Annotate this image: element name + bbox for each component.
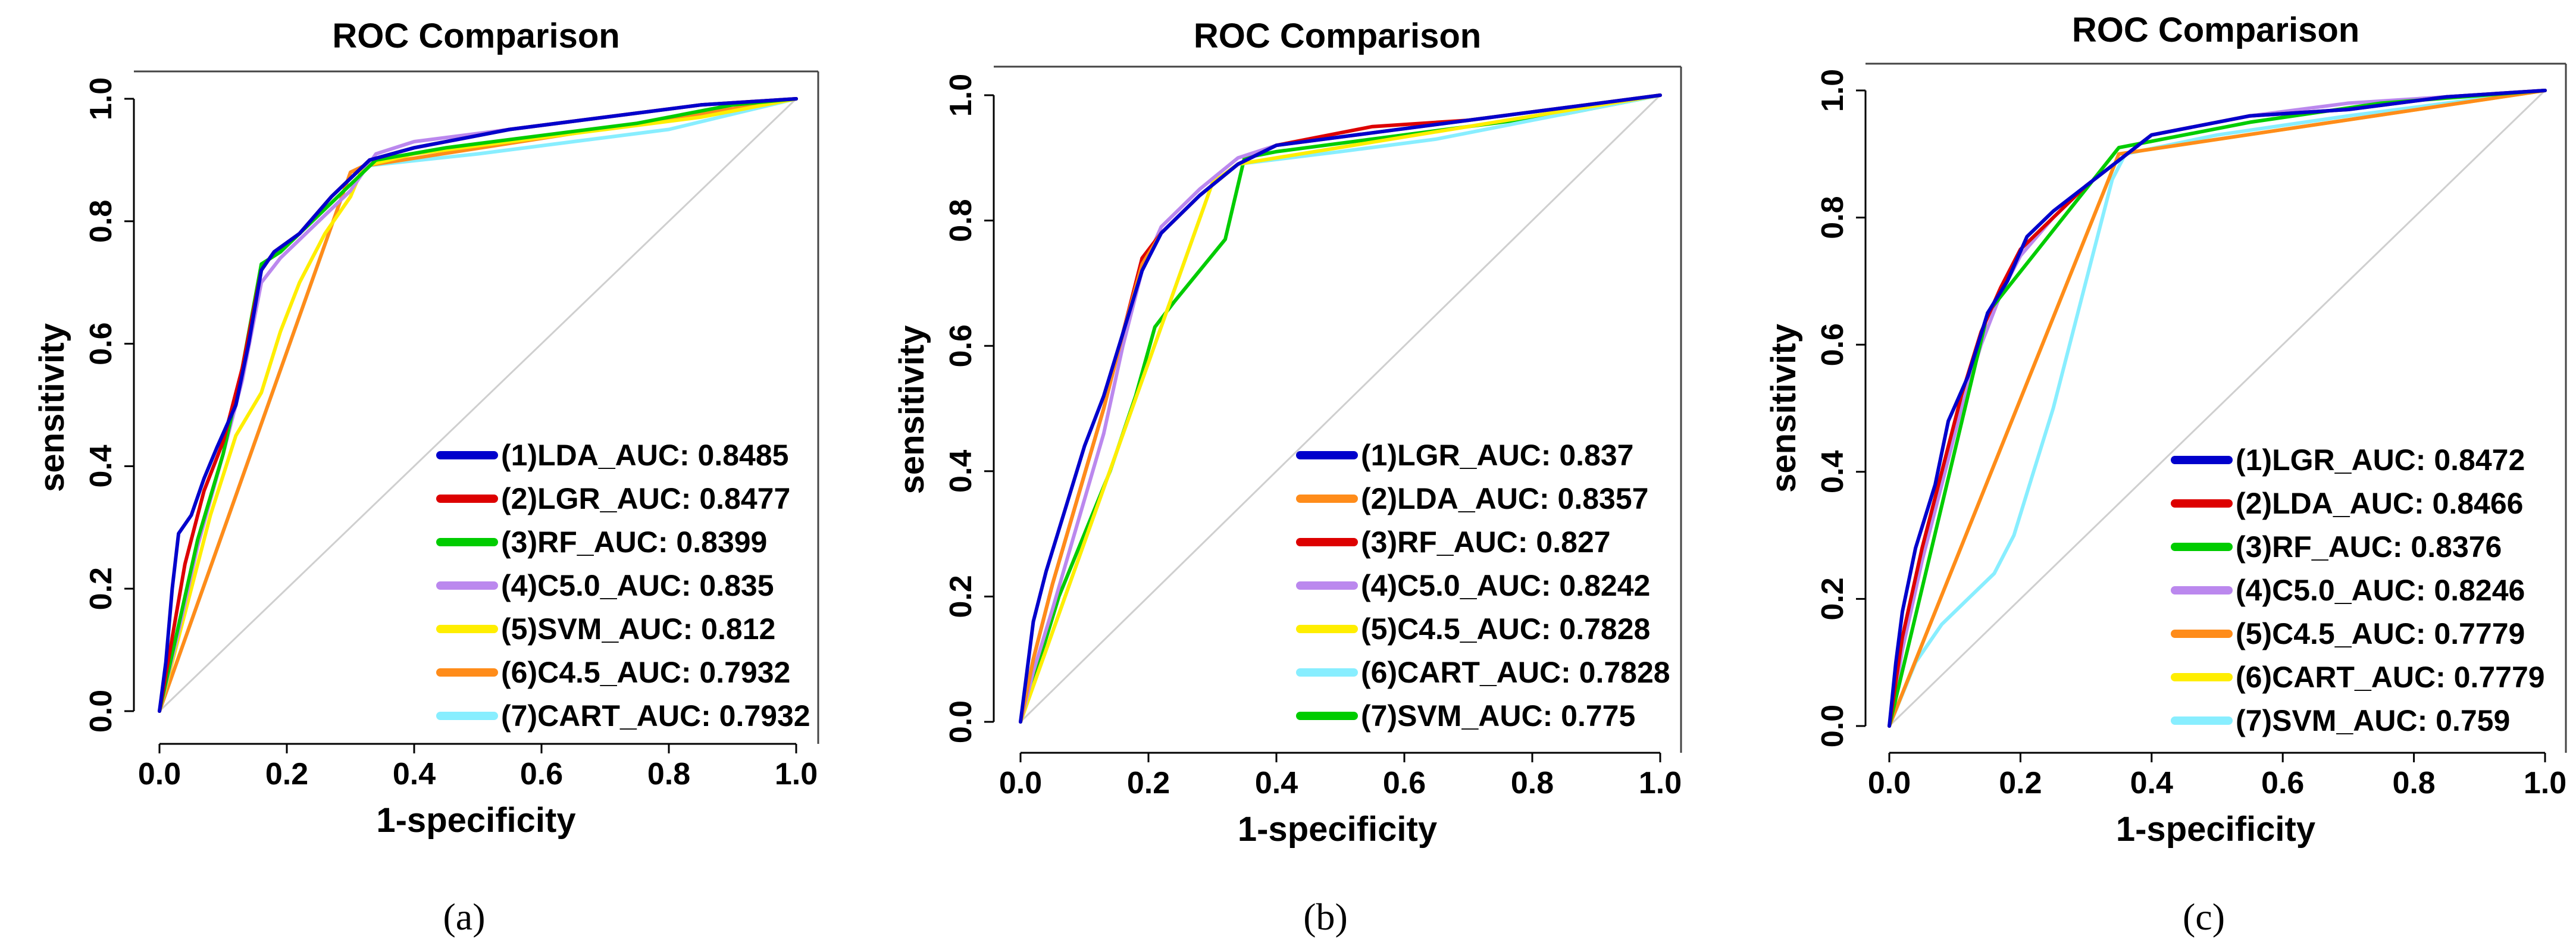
y-axis-title: sensitivity [1764, 324, 1803, 493]
y-tick-label: 0.2 [84, 567, 118, 610]
y-tick-label: 0.6 [84, 322, 118, 365]
x-tick-label: 0.8 [1511, 766, 1554, 800]
legend-label-3: (3)RF_AUC: 0.8399 [501, 525, 767, 559]
x-tick-label: 1.0 [1639, 766, 1682, 800]
roc-curve-5 [158, 97, 798, 713]
legend-label-2: (2)LGR_AUC: 0.8477 [501, 482, 790, 515]
x-tick-label: 0.8 [647, 757, 690, 791]
chart-panel-1: 0.0 0.2 0.4 0.6 0.8 1.0 0.0 0.2 0.4 0.6 0.8 1.0 ROC … [33, 17, 819, 938]
x-tick-label: 0.6 [2261, 766, 2304, 800]
diagonal-reference-line [1019, 94, 1661, 723]
y-tick-label: 0.2 [944, 575, 978, 618]
legend-label-2: (2)LDA_AUC: 0.8357 [1361, 482, 1648, 515]
roc-curve-7 [1888, 89, 2547, 728]
x-tick-label: 0.8 [2392, 766, 2435, 800]
legend-label-4: (4)C5.0_AUC: 0.835 [501, 569, 774, 602]
legend: (1)LDA_AUC: 0.8485 (2)LGR_AUC: 0.8477 (3)R… [436, 439, 810, 733]
y-tick-label: 1.0 [1816, 69, 1850, 112]
legend-label-6: (6)CART_AUC: 0.7779 [2236, 661, 2545, 694]
x-tick-label: 0.4 [2130, 766, 2173, 800]
y-tick-label: 0.8 [944, 199, 978, 242]
legend-label-7: (7)SVM_AUC: 0.759 [2236, 704, 2510, 737]
x-tick-label: 0.0 [999, 766, 1042, 800]
y-tick-label: 0.4 [1816, 450, 1850, 493]
chart-title: ROC Comparison [332, 17, 619, 55]
panel-label: (a) [443, 896, 485, 938]
y-tick-label: 0.0 [84, 690, 118, 733]
y-tick-label: 0.0 [944, 700, 978, 743]
chart-panel-2: 0.0 0.2 0.4 0.6 0.8 1.0 0.0 0.2 0.4 0.6 0.8 1.0 ROC … [893, 17, 1682, 938]
roc-curve-1 [158, 97, 798, 713]
x-tick-label: 0.4 [1255, 766, 1298, 800]
legend-label-2: (2)LDA_AUC: 0.8466 [2236, 487, 2523, 520]
x-tick-label: 0.2 [1999, 766, 2042, 800]
x-tick-label: 1.0 [775, 757, 818, 791]
x-tick-label: 0.6 [520, 757, 563, 791]
y-tick-label: 0.8 [1816, 196, 1850, 239]
x-axis-title: 1-specificity [1238, 810, 1437, 849]
legend-label-7: (7)SVM_AUC: 0.775 [1361, 699, 1635, 733]
x-axis-title: 1-specificity [2116, 810, 2315, 849]
x-axis-title: 1-specificity [376, 801, 575, 840]
legend-label-1: (1)LGR_AUC: 0.8472 [2236, 443, 2525, 477]
legend-label-3: (3)RF_AUC: 0.8376 [2236, 530, 2502, 564]
roc-curve-1 [1888, 89, 2547, 728]
y-tick-label: 1.0 [944, 74, 978, 117]
legend-label-7: (7)CART_AUC: 0.7932 [501, 699, 810, 733]
x-tick-label: 0.6 [1383, 766, 1426, 800]
roc-curve-5 [1888, 89, 2547, 728]
legend-label-3: (3)RF_AUC: 0.827 [1361, 525, 1611, 559]
roc-curve-1 [1019, 93, 1662, 724]
legend: (1)LGR_AUC: 0.8472 (2)LDA_AUC: 0.8466 (3)R… [2171, 443, 2545, 737]
legend-label-5: (5)C4.5_AUC: 0.7779 [2236, 617, 2525, 650]
chart-title: ROC Comparison [1194, 17, 1481, 55]
panel-label: (c) [2183, 896, 2225, 938]
x-tick-label: 0.0 [138, 757, 181, 791]
y-axis-title: sensitivity [33, 323, 71, 492]
legend-label-1: (1)LGR_AUC: 0.837 [1361, 439, 1633, 472]
y-tick-label: 1.0 [84, 77, 118, 120]
y-axis-title: sensitivity [893, 326, 931, 495]
legend-label-4: (4)C5.0_AUC: 0.8242 [1361, 569, 1650, 602]
x-tick-label: 0.2 [265, 757, 308, 791]
y-tick-label: 0.8 [84, 200, 118, 243]
x-tick-label: 0.2 [1127, 766, 1170, 800]
y-tick-label: 0.6 [944, 324, 978, 367]
legend: (1)LGR_AUC: 0.837 (2)LDA_AUC: 0.8357 (3)RF… [1296, 439, 1670, 733]
legend-label-6: (6)C4.5_AUC: 0.7932 [501, 656, 790, 689]
y-tick-label: 0.4 [84, 445, 118, 487]
legend-label-1: (1)LDA_AUC: 0.8485 [501, 439, 788, 472]
x-tick-label: 0.4 [393, 757, 436, 791]
chart-panel-3: 0.0 0.2 0.4 0.6 0.8 1.0 0.0 0.2 0.4 0.6 0.8 1.0 ROC … [1764, 11, 2567, 938]
roc-curve-4 [1888, 89, 2547, 728]
diagonal-reference-line [158, 98, 797, 712]
x-tick-label: 0.0 [1868, 766, 1911, 800]
legend-label-4: (4)C5.0_AUC: 0.8246 [2236, 574, 2525, 607]
x-tick-label: 1.0 [2524, 766, 2566, 800]
panel-label: (b) [1303, 896, 1348, 938]
diagonal-reference-line [1888, 89, 2546, 727]
legend-label-6: (6)CART_AUC: 0.7828 [1361, 656, 1670, 689]
y-tick-label: 0.0 [1816, 705, 1850, 747]
y-tick-label: 0.2 [1816, 577, 1850, 620]
chart-title: ROC Comparison [2072, 11, 2359, 49]
y-tick-label: 0.6 [1816, 323, 1850, 366]
y-tick-label: 0.4 [944, 450, 978, 493]
legend-label-5: (5)C4.5_AUC: 0.7828 [1361, 612, 1650, 646]
legend-label-5: (5)SVM_AUC: 0.812 [501, 612, 775, 646]
